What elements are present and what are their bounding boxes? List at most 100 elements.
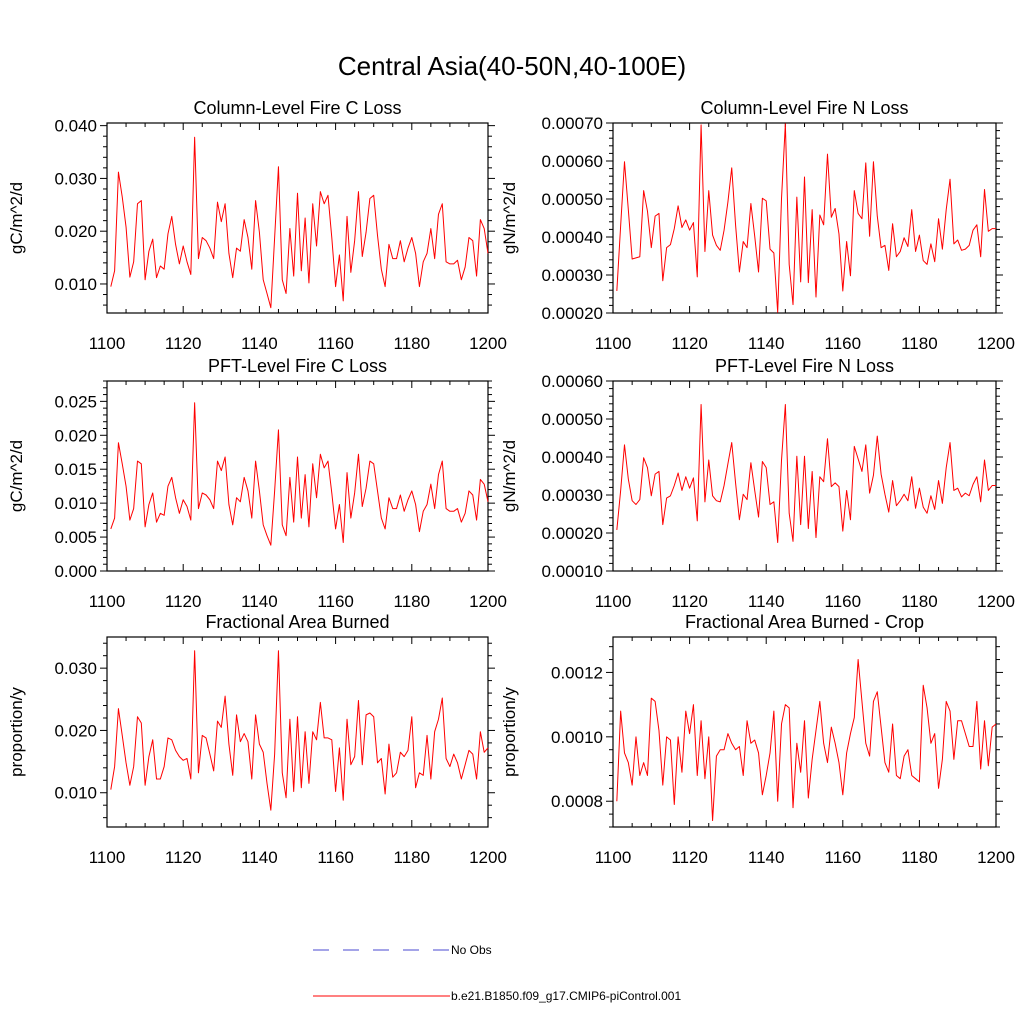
y-tick-label: 0.00040 [542,448,603,467]
legend-model-label: b.e21.B1850.f09_g17.CMIP6-piControl.001 [451,989,681,1003]
y-tick-label: 0.00020 [542,304,603,323]
y-tick-label: 0.00020 [542,524,603,543]
x-tick-label: 1140 [241,592,278,611]
y-tick-label: 0.0008 [551,792,603,811]
series-line [616,404,996,543]
x-tick-label: 1160 [825,334,862,353]
y-tick-label: 0.005 [54,528,97,547]
y-tick-label: 0.030 [54,659,97,678]
panel-title: Fractional Area Burned - Crop [685,612,924,632]
legend: No Obs b.e21.B1850.f09_g17.CMIP6-piContr… [313,943,681,1003]
y-axis-label: gN/m^2/d [500,440,519,512]
x-tick-label: 1180 [901,334,938,353]
y-tick-label: 0.00060 [542,372,603,391]
figure-title: Central Asia(40-50N,40-100E) [338,51,686,81]
x-tick-label: 1160 [825,592,862,611]
x-tick-label: 1100 [595,592,632,611]
x-tick-label: 1120 [671,848,708,867]
y-tick-label: 0.00070 [542,114,603,133]
y-tick-label: 0.040 [54,117,97,136]
y-tick-label: 0.0010 [551,728,603,747]
series-line [616,123,996,313]
y-tick-label: 0.00060 [542,152,603,171]
x-tick-label: 1120 [671,334,708,353]
x-tick-label: 1180 [394,848,431,867]
y-tick-label: 0.00040 [542,228,603,247]
plot-frame [612,380,997,572]
x-tick-label: 1140 [748,848,785,867]
legend-obs-label: No Obs [451,943,492,957]
y-axis-label: proportion/y [7,687,26,777]
chart-panel-3: PFT-Level Fire C Loss 1100 1120 1140 1160 118… [7,356,507,611]
y-tick-label: 0.025 [54,392,97,411]
x-tick-label: 1200 [469,592,507,611]
y-axis-label: gN/m^2/d [500,182,519,254]
plot-frame [106,122,489,314]
plot-frame [612,122,997,314]
x-tick-label: 1100 [89,592,126,611]
x-tick-label: 1140 [748,592,785,611]
x-tick-label: 1200 [469,848,507,867]
x-tick-label: 1160 [317,848,354,867]
chart-panel-2: Column-Level Fire N Loss 1100 1120 1140 1160… [500,98,1015,353]
x-tick-label: 1200 [469,334,507,353]
x-tick-label: 1100 [89,848,126,867]
x-tick-label: 1100 [595,848,632,867]
y-tick-label: 0.00010 [542,562,603,581]
y-tick-label: 0.00030 [542,266,603,285]
series-line [110,402,489,546]
y-tick-label: 0.020 [54,721,97,740]
panel-title: Column-Level Fire N Loss [700,98,908,118]
x-tick-label: 1140 [241,334,278,353]
y-tick-label: 0.00050 [542,410,603,429]
x-tick-label: 1160 [317,592,354,611]
y-tick-label: 0.030 [54,169,97,188]
y-axis-label: proportion/y [500,687,519,777]
x-tick-label: 1100 [595,334,632,353]
y-axis-label: gC/m^2/d [7,440,26,512]
y-tick-label: 0.020 [54,222,97,241]
y-tick-label: 0.000 [54,562,97,581]
series-line [616,659,997,822]
y-tick-label: 0.010 [54,275,97,294]
chart-panel-5: Fractional Area Burned 1100 1120 1140 1160 11… [7,612,507,867]
panel-title: PFT-Level Fire N Loss [715,356,894,376]
chart-panel-6: Fractional Area Burned - Crop 1100 1120 114… [500,612,1015,867]
x-tick-label: 1160 [317,334,354,353]
y-tick-label: 0.010 [54,784,97,803]
y-tick-label: 0.020 [54,426,97,445]
y-axis-label: gC/m^2/d [7,182,26,254]
y-tick-label: 0.00050 [542,190,603,209]
y-tick-label: 0.0012 [551,663,603,682]
panel-title: PFT-Level Fire C Loss [208,356,387,376]
plot-frame [612,636,997,828]
x-tick-label: 1180 [901,848,938,867]
y-tick-label: 0.010 [54,494,97,513]
panel-title: Column-Level Fire C Loss [193,98,401,118]
plot-frame [106,380,489,572]
x-tick-label: 1200 [977,592,1015,611]
x-tick-label: 1140 [748,334,785,353]
panel-title: Fractional Area Burned [205,612,389,632]
y-tick-label: 0.015 [54,460,97,479]
x-tick-label: 1120 [165,334,202,353]
panels-container: Column-Level Fire C Loss 1100 1120 1140 1160… [7,98,1015,867]
x-tick-label: 1100 [89,334,126,353]
series-line [110,136,489,309]
series-line [110,650,489,811]
x-tick-label: 1200 [977,848,1015,867]
x-tick-label: 1120 [165,848,202,867]
x-tick-label: 1160 [825,848,862,867]
plot-frame [106,636,489,828]
chart-panel-1: Column-Level Fire C Loss 1100 1120 1140 1160… [7,98,507,353]
chart-panel-4: PFT-Level Fire N Loss 1100 1120 1140 1160 118… [500,356,1015,611]
x-tick-label: 1180 [901,592,938,611]
x-tick-label: 1140 [241,848,278,867]
x-tick-label: 1180 [394,592,431,611]
x-tick-label: 1120 [671,592,708,611]
x-tick-label: 1180 [394,334,431,353]
y-tick-label: 0.00030 [542,486,603,505]
x-tick-label: 1200 [977,334,1015,353]
x-tick-label: 1120 [165,592,202,611]
